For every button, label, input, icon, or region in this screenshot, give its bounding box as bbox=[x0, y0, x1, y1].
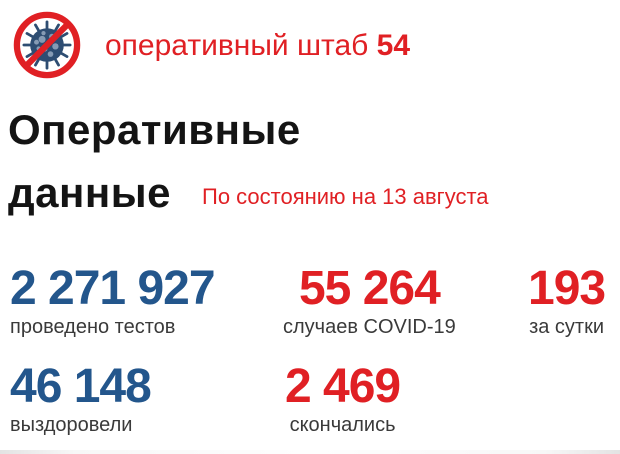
stat-recovered: 46 148 выздоровели bbox=[10, 360, 152, 436]
stat-value: 55 264 bbox=[298, 262, 441, 315]
no-virus-icon bbox=[13, 11, 81, 79]
page-title: Оперативные данные bbox=[8, 98, 301, 224]
page-title-line1: Оперативные bbox=[8, 106, 301, 153]
stat-daily-cases: 193 за сутки bbox=[528, 262, 606, 338]
stat-value: 2 271 927 bbox=[10, 262, 216, 315]
brand-region-number: 54 bbox=[376, 29, 411, 62]
stat-value: 193 bbox=[528, 262, 606, 315]
stat-label: за сутки bbox=[529, 316, 605, 338]
prohibition-slash bbox=[24, 22, 70, 68]
stat-cases: 55 264 случаев COVID-19 bbox=[283, 264, 456, 338]
brand-title: оперативный штаб 54 bbox=[105, 27, 410, 65]
stat-label: проведено тестов bbox=[10, 316, 176, 338]
page-title-line2: данные bbox=[8, 169, 171, 216]
date-note: По состоянию на 13 августа bbox=[202, 184, 489, 209]
stat-tests: 2 271 927 проведено тестов bbox=[10, 262, 216, 338]
stat-label: скончались bbox=[289, 414, 396, 436]
prohibition-ring bbox=[13, 11, 81, 79]
stat-value: 46 148 bbox=[10, 360, 152, 413]
brand-name: оперативный штаб bbox=[105, 29, 369, 62]
stat-label: случаев COVID-19 bbox=[283, 316, 456, 338]
stat-value: 2 469 bbox=[285, 360, 401, 413]
stat-deaths: 2 469 скончались bbox=[285, 360, 401, 436]
stat-label: выздоровели bbox=[10, 414, 133, 436]
bottom-edge-shadow bbox=[0, 450, 620, 454]
